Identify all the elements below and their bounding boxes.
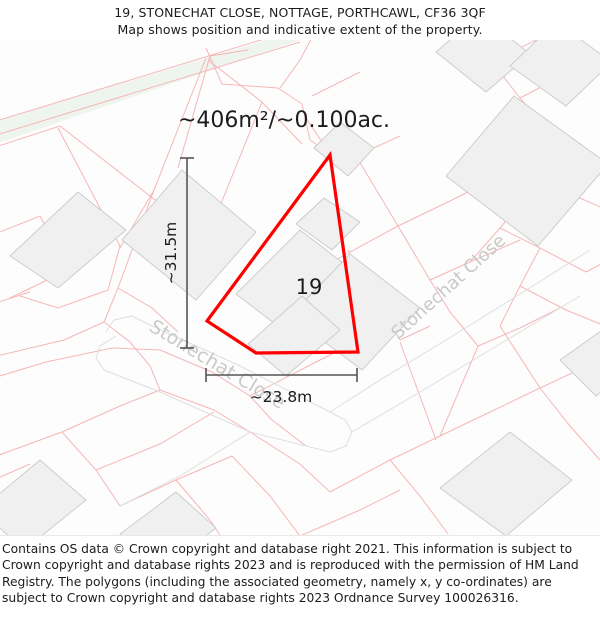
- copyright-notice: Contains OS data © Crown copyright and d…: [2, 542, 579, 606]
- buildings: [0, 40, 600, 535]
- property-address: 19, STONECHAT CLOSE, NOTTAGE, PORTHCAWL,…: [114, 5, 486, 20]
- footer-divider: [0, 535, 600, 536]
- dimension-width-label: ~23.8m: [250, 388, 313, 406]
- map-subtitle: Map shows position and indicative extent…: [117, 22, 483, 37]
- dimension-horizontal: [205, 368, 358, 382]
- area-label: ~406m²/~0.100ac.: [178, 108, 390, 133]
- map-vector: Stonechat Close Stonechat Close ~31.5m: [0, 40, 600, 535]
- verge-band: [0, 40, 301, 143]
- property-outline[interactable]: [204, 150, 360, 355]
- dimension-height-label: ~31.5m: [162, 222, 180, 285]
- map-canvas[interactable]: Stonechat Close Stonechat Close ~31.5m: [0, 40, 600, 535]
- map-header: 19, STONECHAT CLOSE, NOTTAGE, PORTHCAWL,…: [0, 0, 600, 40]
- plot-number-label: 19: [296, 275, 323, 299]
- road-casings: [95, 249, 591, 507]
- parcel-boundaries: [0, 40, 600, 535]
- dimension-vertical: [180, 157, 194, 349]
- map-footer: Contains OS data © Crown copyright and d…: [0, 535, 600, 625]
